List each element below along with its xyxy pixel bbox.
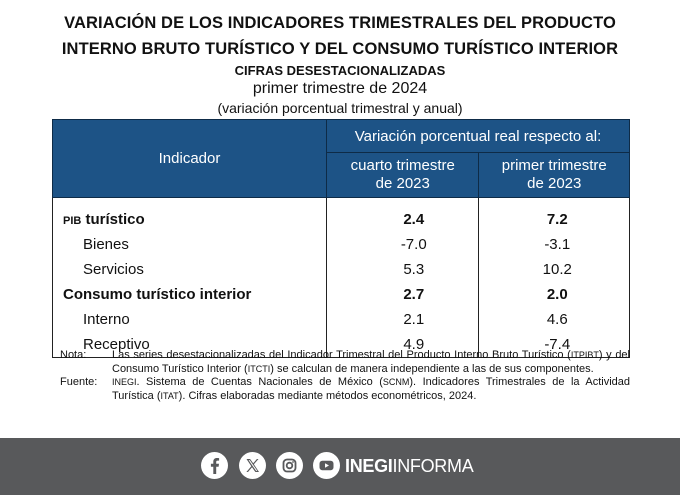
row-label-text: turístico xyxy=(81,211,145,228)
table-row: Receptivo 4.9 -7.4 xyxy=(51,332,630,358)
note-text-c: ) se calculan de manera independiente a … xyxy=(270,362,594,375)
row-label-prefix: PIB xyxy=(63,215,82,227)
column-header-q1-2023: primer trimestre de 2023 xyxy=(478,152,630,198)
brand-inegi-informa: INEGIINFORMA xyxy=(345,456,474,477)
source-abbr-itat: ITAT xyxy=(160,390,179,401)
title-line-1: VARIACIÓN DE LOS INDICADORES TRIMESTRALE… xyxy=(64,14,616,32)
source-abbr-inegi: INEGI xyxy=(112,377,137,387)
note-abbr-itcti: ITCTI xyxy=(247,363,271,374)
source-text-c: ). Cifras elaboradas mediante métodos ec… xyxy=(178,389,477,402)
cell-q4-2023: 2.7 xyxy=(326,282,480,307)
note: Nota: Las series desestacionalizadas del… xyxy=(60,349,630,376)
column-header-q4-2023-line1: cuarto trimestre xyxy=(350,157,455,174)
row-label: PIB turístico xyxy=(51,207,328,232)
note-text-b: ) y del Consumo Turístico Interior ( xyxy=(112,349,630,375)
column-header-q1-2023-line2: de 2023 xyxy=(527,175,582,192)
table-row: Servicios 5.3 10.2 xyxy=(51,257,630,282)
source-abbr-scnm: SCNM xyxy=(382,377,410,387)
source-text-a: . Sistema de Cuentas Nacionales de Méxic… xyxy=(136,376,383,388)
brand-light: INFORMA xyxy=(392,456,474,476)
instagram-icon[interactable] xyxy=(276,452,303,479)
cell-q4-2023: 4.9 xyxy=(326,332,480,358)
row-label: Bienes xyxy=(51,232,328,257)
facebook-icon[interactable] xyxy=(201,452,228,479)
source-text-b: ). Indicadores Trimestrales de la Activi… xyxy=(112,376,630,402)
note-text: Las series desestacionalizadas del Indic… xyxy=(112,349,630,376)
source: Fuente: INEGI. Sistema de Cuentas Nacion… xyxy=(60,376,630,403)
source-label: Fuente: xyxy=(60,376,98,388)
note-text-a: Las series desestacionalizadas del Indic… xyxy=(112,349,571,361)
column-header-group: Variación porcentual real respecto al: xyxy=(326,119,630,153)
brand-bold: INEGI xyxy=(345,456,393,476)
cell-q1-2023: 10.2 xyxy=(478,257,630,282)
cell-q1-2023: 4.6 xyxy=(478,307,630,332)
footer-bar: INEGIINFORMA xyxy=(0,438,680,495)
table-row: Consumo turístico interior 2.7 2.0 xyxy=(51,282,630,307)
indicators-table: Indicador Variación porcentual real resp… xyxy=(51,119,630,358)
row-label: Servicios xyxy=(51,257,328,282)
unit-caption: (variación porcentual trimestral y anual… xyxy=(217,100,463,116)
row-label: Consumo turístico interior xyxy=(51,282,328,307)
source-text: INEGI. Sistema de Cuentas Nacionales de … xyxy=(112,376,630,403)
cell-q4-2023: 2.1 xyxy=(326,307,480,332)
footnotes: Nota: Las series desestacionalizadas del… xyxy=(60,349,630,403)
youtube-icon[interactable] xyxy=(313,452,340,479)
cell-q4-2023: 5.3 xyxy=(326,257,480,282)
row-label: Receptivo xyxy=(51,332,328,358)
row-label: Interno xyxy=(51,307,328,332)
cell-q1-2023: -3.1 xyxy=(478,232,630,257)
column-header-q4-2023-line2: de 2023 xyxy=(375,175,430,192)
x-icon[interactable] xyxy=(239,452,266,479)
note-abbr-itpibt: ITPIBT xyxy=(570,350,599,360)
table-row: Interno 2.1 4.6 xyxy=(51,307,630,332)
table-row: Bienes -7.0 -3.1 xyxy=(51,232,630,257)
column-header-q1-2023-line1: primer trimestre xyxy=(501,157,607,174)
note-label: Nota: xyxy=(60,349,87,361)
cell-q1-2023: -7.4 xyxy=(478,332,630,358)
cell-q1-2023: 2.0 xyxy=(478,282,630,307)
period: primer trimestre de 2024 xyxy=(252,80,428,97)
column-header-indicator: Indicador xyxy=(51,119,328,198)
cell-q4-2023: 2.4 xyxy=(326,207,480,232)
table-row: PIB turístico 2.4 7.2 xyxy=(51,207,630,232)
subtitle: CIFRAS DESESTACIONALIZADAS xyxy=(234,63,446,78)
title-line-2: INTERNO BRUTO TURÍSTICO Y DEL CONSUMO TU… xyxy=(61,40,619,58)
cell-q1-2023: 7.2 xyxy=(478,207,630,232)
cell-q4-2023: -7.0 xyxy=(326,232,480,257)
column-header-q4-2023: cuarto trimestre de 2023 xyxy=(326,152,480,198)
